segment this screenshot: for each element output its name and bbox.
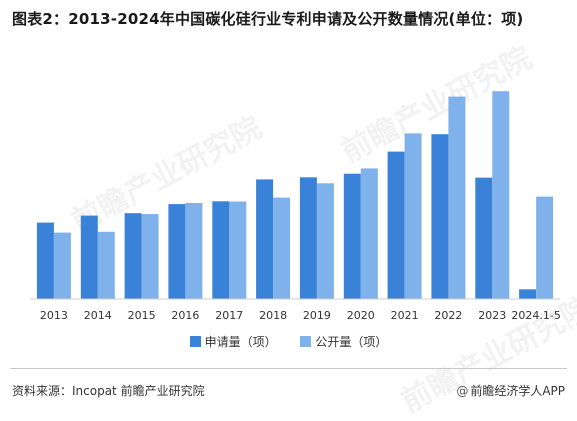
legend-item-publish: 公开量（项） bbox=[300, 333, 387, 350]
x-tick-label: 2015 bbox=[128, 309, 156, 322]
x-tick-label: 2023 bbox=[478, 309, 506, 322]
bar-apply-2019 bbox=[299, 177, 317, 299]
footer-divider bbox=[10, 368, 567, 369]
bar-apply-2020 bbox=[343, 173, 361, 299]
bar-apply-2016 bbox=[168, 204, 186, 299]
x-tick-label: 2022 bbox=[434, 309, 462, 322]
bar-publish-2020 bbox=[360, 168, 378, 299]
legend-label-publish: 公开量（项） bbox=[315, 335, 388, 349]
x-tick-label: 2016 bbox=[171, 309, 199, 322]
bar-publish-2017 bbox=[229, 201, 247, 299]
bar-apply-2013 bbox=[36, 222, 54, 299]
legend: 申请量（项） 公开量（项） bbox=[0, 333, 577, 350]
x-tick-label: 2021 bbox=[391, 309, 419, 322]
x-tick-label: 2024.1-5 bbox=[511, 309, 560, 322]
bar-publish-2013 bbox=[53, 232, 71, 299]
bar-publish-2024.1-5 bbox=[536, 196, 554, 299]
x-tick-label: 2018 bbox=[259, 309, 287, 322]
bar-chart: 2013 2014 2015 2016 2017 2018 2019 2020 2021 2022… bbox=[30, 91, 561, 322]
legend-item-apply: 申请量（项） bbox=[189, 333, 277, 350]
bar-apply-2023 bbox=[475, 177, 493, 299]
legend-swatch-publish bbox=[300, 336, 312, 347]
bar-publish-2016 bbox=[185, 203, 203, 299]
x-tick-label: 2014 bbox=[84, 309, 112, 322]
bar-publish-2018 bbox=[273, 197, 291, 299]
bar-apply-2015 bbox=[124, 213, 142, 299]
bar-publish-2019 bbox=[316, 183, 334, 299]
bar-publish-2022 bbox=[448, 96, 466, 299]
x-tick-labels: 2013 2014 2015 2016 2017 2018 2019 2020 2021 2022… bbox=[40, 309, 561, 322]
bar-apply-2022 bbox=[431, 134, 449, 299]
x-tick-label: 2013 bbox=[40, 309, 68, 322]
brand-label: 前瞻经济学人APP bbox=[470, 384, 565, 398]
bar-publish-2015 bbox=[141, 214, 159, 299]
bar-publish-2021 bbox=[404, 133, 422, 299]
bar-apply-2024.1-5 bbox=[519, 289, 537, 299]
bars-group bbox=[36, 91, 554, 299]
bar-apply-2014 bbox=[80, 215, 98, 299]
bar-apply-2021 bbox=[387, 151, 405, 299]
chart-title: 图表2：2013-2024年中国碳化硅行业专利申请及公开数量情况(单位：项) bbox=[12, 10, 524, 28]
legend-swatch-apply bbox=[189, 336, 201, 347]
x-tick-label: 2017 bbox=[215, 309, 243, 322]
brand-credit: @ 前瞻经济学人APP bbox=[456, 382, 565, 399]
bar-publish-2014 bbox=[97, 231, 115, 299]
x-tick-label: 2019 bbox=[303, 309, 331, 322]
bar-apply-2018 bbox=[256, 179, 274, 299]
legend-label-apply: 申请量（项） bbox=[204, 335, 277, 349]
bar-apply-2017 bbox=[212, 201, 230, 299]
bar-publish-2023 bbox=[492, 91, 510, 299]
at-icon: @ bbox=[456, 384, 469, 398]
x-tick-label: 2020 bbox=[347, 309, 375, 322]
source-note: 资料来源：Incopat 前瞻产业研究院 bbox=[12, 384, 205, 398]
